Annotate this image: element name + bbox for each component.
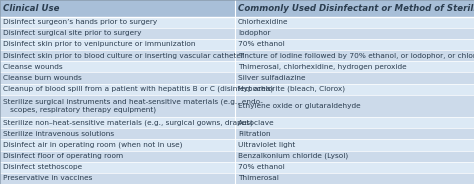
Text: Tincture of iodine followed by 70% ethanol, or iodophor, or chlorhexidine: Tincture of iodine followed by 70% ethan…	[238, 53, 474, 59]
Text: Autoclave: Autoclave	[238, 120, 274, 126]
Text: Thimerosal: Thimerosal	[238, 175, 279, 181]
Text: Sterilize non–heat-sensitive materials (e.g., surgical gowns, drapes): Sterilize non–heat-sensitive materials (…	[3, 119, 253, 126]
Bar	[0, 17, 474, 28]
Text: Disinfect skin prior to venipuncture or immunization: Disinfect skin prior to venipuncture or …	[3, 41, 196, 47]
Bar	[0, 151, 474, 162]
Text: 70% ethanol: 70% ethanol	[238, 41, 285, 47]
Text: Cleanup of blood spill from a patient with hepatitis B or C (disinfect area): Cleanup of blood spill from a patient wi…	[3, 86, 273, 92]
Text: Cleanse wounds: Cleanse wounds	[3, 64, 63, 70]
Text: Clinical Use: Clinical Use	[3, 4, 60, 13]
Bar	[0, 95, 474, 117]
Text: Disinfect floor of operating room: Disinfect floor of operating room	[3, 153, 124, 159]
Bar	[0, 39, 474, 50]
Text: Disinfect skin prior to blood culture or inserting vascular catheter: Disinfect skin prior to blood culture or…	[3, 53, 244, 59]
Bar	[0, 84, 474, 95]
Bar	[0, 50, 474, 61]
Text: Ultraviolet light: Ultraviolet light	[238, 142, 295, 148]
Text: Commonly Used Disinfectant or Method of Sterilization: Commonly Used Disinfectant or Method of …	[238, 4, 474, 13]
Bar	[0, 0, 474, 17]
Bar	[0, 162, 474, 173]
Text: Filtration: Filtration	[238, 131, 271, 137]
Text: Sterilize surgical instruments and heat-sensitive materials (e.g., endo-
   scop: Sterilize surgical instruments and heat-…	[3, 99, 263, 113]
Text: Disinfect stethoscope: Disinfect stethoscope	[3, 164, 82, 170]
Text: Benzalkonium chloride (Lysol): Benzalkonium chloride (Lysol)	[238, 153, 348, 159]
Text: Disinfect surgical site prior to surgery: Disinfect surgical site prior to surgery	[3, 30, 142, 36]
Bar	[0, 173, 474, 184]
Text: 70% ethanol: 70% ethanol	[238, 164, 285, 170]
Text: Iodophor: Iodophor	[238, 30, 271, 36]
Text: Sterilize intravenous solutions: Sterilize intravenous solutions	[3, 131, 114, 137]
Text: Chlorhexidine: Chlorhexidine	[238, 19, 289, 25]
Text: Preservative in vaccines: Preservative in vaccines	[3, 175, 93, 181]
Text: Disinfect surgeon’s hands prior to surgery: Disinfect surgeon’s hands prior to surge…	[3, 19, 157, 25]
Bar	[0, 117, 474, 128]
Text: Disinfect air in operating room (when not in use): Disinfect air in operating room (when no…	[3, 142, 183, 148]
Text: Thimerosal, chlorhexidine, hydrogen peroxide: Thimerosal, chlorhexidine, hydrogen pero…	[238, 64, 407, 70]
Bar	[0, 139, 474, 151]
Text: Silver sulfadiazine: Silver sulfadiazine	[238, 75, 305, 81]
Text: Cleanse burn wounds: Cleanse burn wounds	[3, 75, 82, 81]
Text: Ethylene oxide or glutaraldehyde: Ethylene oxide or glutaraldehyde	[238, 103, 361, 109]
Bar	[0, 61, 474, 72]
Text: Hypochlorite (bleach, Clorox): Hypochlorite (bleach, Clorox)	[238, 86, 345, 92]
Bar	[0, 28, 474, 39]
Bar	[0, 128, 474, 139]
Bar	[0, 72, 474, 84]
